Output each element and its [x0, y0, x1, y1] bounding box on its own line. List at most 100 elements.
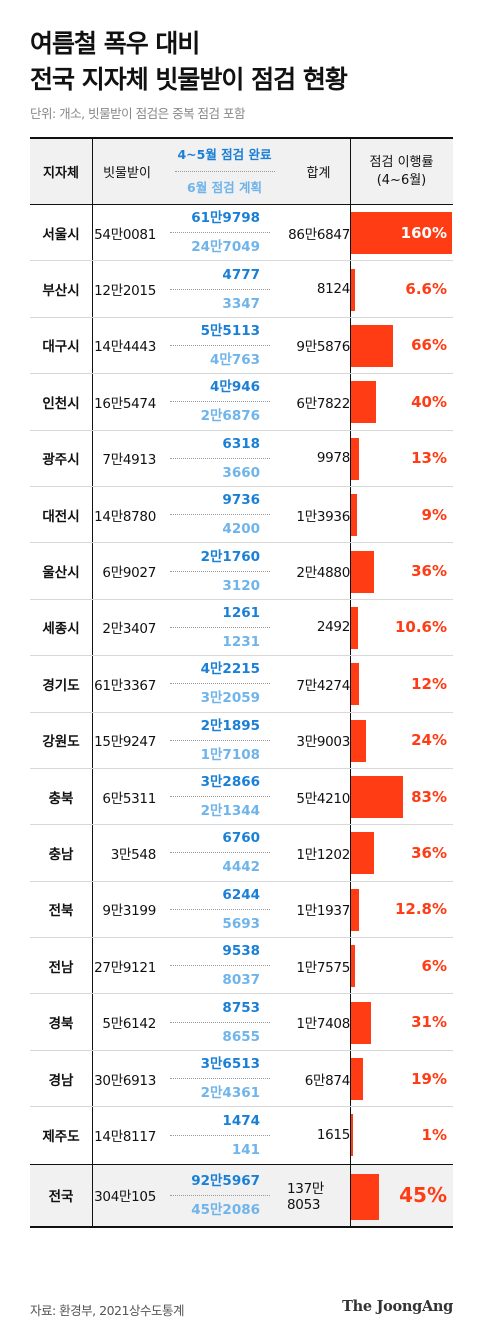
column-divider — [92, 881, 93, 938]
rate-cell: 36% — [350, 543, 453, 598]
check-cell: 6318 3660 — [162, 431, 287, 486]
table-row: 충북 6만5311 3만2866 2만1344 5만4210 83% — [30, 768, 453, 826]
column-divider — [92, 712, 93, 768]
check-cell: 3만2866 2만1344 — [162, 769, 287, 824]
table-row: 광주시 7만4913 6318 3660 9978 13% — [30, 430, 453, 487]
column-divider — [92, 205, 93, 261]
inspection-table: 지자체 빗물받이 4~5월 점검 완료 6월 점검 계획 합계 점검 이행률 (… — [30, 137, 453, 1228]
region-name: 서울시 — [42, 226, 80, 243]
total-count: 1만1202 — [296, 846, 350, 863]
rain-count: 27만9121 — [94, 959, 156, 976]
region-name: 충남 — [48, 846, 74, 863]
done-count: 6318 — [222, 435, 260, 452]
rate-bar — [351, 776, 404, 819]
total-count: 1615 — [316, 1127, 350, 1144]
rate-bar — [351, 324, 393, 367]
cell-divider — [170, 1134, 270, 1136]
table-row: 충남 3만548 6760 4442 1만1202 36% — [30, 825, 453, 882]
plan-count: 2만1344 — [200, 803, 260, 820]
column-divider — [350, 205, 351, 261]
cell-divider — [170, 739, 270, 741]
check-cell: 2만1760 3120 — [162, 543, 287, 598]
header-check: 4~5월 점검 완료 6월 점검 계획 — [162, 139, 287, 204]
rate-cell: 10.6% — [350, 600, 453, 655]
region-name: 경북 — [48, 1016, 74, 1033]
total-count: 3만9003 — [296, 734, 350, 751]
rate-bar — [351, 437, 360, 480]
column-divider — [350, 712, 351, 768]
done-count: 5만5113 — [200, 322, 260, 339]
rate-bar — [351, 663, 359, 706]
cell-divider — [170, 626, 270, 628]
done-count: 4만946 — [210, 379, 260, 396]
plan-count: 3만2059 — [200, 690, 260, 707]
column-divider — [92, 139, 93, 204]
table-header: 지자체 빗물받이 4~5월 점검 완료 6월 점검 계획 합계 점검 이행률 (… — [30, 137, 453, 205]
rate-label: 12.8% — [394, 900, 447, 919]
done-count: 3만6513 — [200, 1056, 260, 1073]
rain-count: 15만9247 — [94, 734, 156, 751]
plan-count: 8655 — [222, 1028, 260, 1045]
cell-divider — [170, 344, 270, 346]
column-divider — [92, 1050, 93, 1107]
header-region: 지자체 — [43, 166, 79, 181]
header-rate-line2: (4~6월) — [376, 172, 427, 188]
table-row: 경기도 61만3367 4만2215 3만2059 7만4274 12% — [30, 656, 453, 713]
region-name: 제주도 — [42, 1129, 80, 1146]
plan-count: 2만6876 — [200, 408, 260, 425]
rate-label: 45% — [399, 1183, 447, 1208]
title-line-2: 전국 지자체 빗물받이 점검 현황 — [30, 65, 348, 94]
plan-count: 3660 — [222, 464, 260, 481]
rate-bar — [351, 945, 355, 988]
rain-count: 14만4443 — [94, 339, 156, 356]
rate-label: 31% — [411, 1013, 447, 1032]
total-count: 2492 — [316, 619, 350, 636]
total-count: 7만4274 — [296, 677, 350, 694]
plan-count: 1231 — [222, 633, 260, 650]
check-cell: 4777 3347 — [162, 261, 287, 316]
column-divider — [350, 825, 351, 881]
table-row: 울산시 6만9027 2만1760 3120 2만4880 36% — [30, 543, 453, 600]
total-count: 1만7575 — [296, 959, 350, 976]
rate-bar — [351, 719, 367, 762]
rain-count: 6만9027 — [102, 565, 156, 582]
total-count: 86만6847 — [288, 226, 350, 243]
table-body: 서울시 54만0081 61만9798 24만7049 86만6847 160% 부산시 12… — [30, 205, 453, 1228]
column-divider — [92, 317, 93, 374]
rate-label: 66% — [411, 336, 447, 355]
region-name: 전남 — [48, 959, 74, 976]
total-count: 1만7408 — [296, 1016, 350, 1033]
total-count: 9만5876 — [296, 339, 350, 356]
source-note: 자료: 환경부, 2021상수도통계 — [30, 1303, 184, 1318]
rate-cell: 13% — [350, 431, 453, 486]
rate-bar — [351, 381, 377, 424]
rain-count: 9만3199 — [102, 903, 156, 920]
rain-count: 304만105 — [94, 1189, 156, 1206]
rate-label: 24% — [411, 731, 447, 750]
plan-count: 4442 — [222, 859, 260, 876]
region-name: 경기도 — [42, 677, 80, 694]
column-divider — [92, 825, 93, 881]
check-cell: 9538 8037 — [162, 938, 287, 993]
total-count: 137만8053 — [287, 1181, 324, 1214]
header-rate-line1: 점검 이행률 — [369, 154, 434, 170]
rate-bar — [351, 888, 360, 931]
region-name: 대전시 — [42, 508, 80, 525]
rate-label: 13% — [411, 449, 447, 468]
rate-cell: 19% — [350, 1051, 453, 1106]
rate-cell: 12.8% — [350, 882, 453, 937]
column-divider — [92, 768, 93, 825]
unit-note: 단위: 개소, 빗물받이 점검은 중복 점검 포함 — [30, 106, 246, 121]
done-count: 4만2215 — [200, 661, 260, 678]
rate-cell: 6% — [350, 938, 453, 993]
rate-bar — [351, 1114, 353, 1157]
done-count: 4777 — [222, 266, 260, 283]
check-cell: 8753 8655 — [162, 994, 287, 1049]
rate-label: 6% — [421, 956, 447, 975]
column-divider — [350, 317, 351, 374]
cell-divider — [170, 908, 270, 910]
header-plan: 6월 점검 계획 — [187, 180, 262, 195]
rain-count: 61만3367 — [94, 677, 156, 694]
rate-label: 10.6% — [394, 618, 447, 637]
rate-bar — [351, 212, 452, 255]
